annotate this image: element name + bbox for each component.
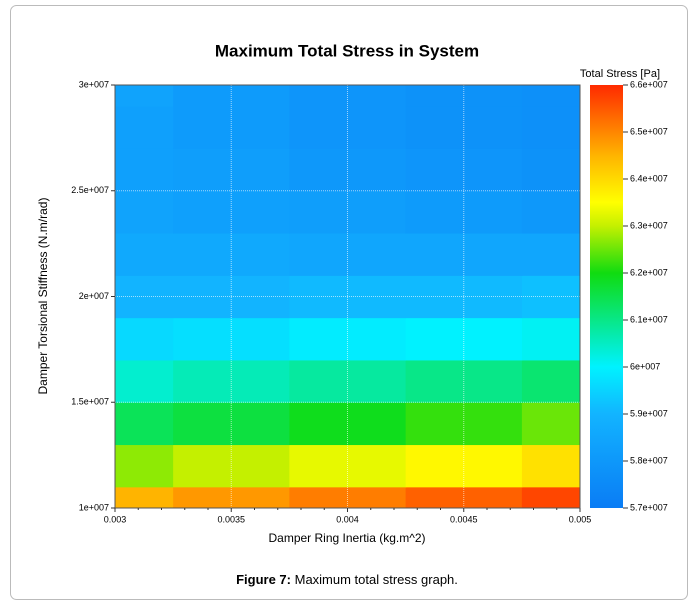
contour-cell (521, 444, 580, 488)
contour-cell (115, 233, 174, 276)
contour-fill (115, 85, 580, 508)
caption-text: Maximum total stress graph. (291, 572, 458, 587)
contour-cell (521, 106, 580, 149)
contour-cell (115, 106, 174, 149)
contour-cell (521, 190, 580, 234)
colorbar-tick-label: 5.9e+007 (630, 408, 668, 418)
contour-cell (115, 444, 174, 488)
colorbar-tick-label: 5.8e+007 (630, 455, 668, 465)
colorbar-tick-label: 6.1e+007 (630, 314, 668, 324)
caption-label: Figure 7: (236, 572, 291, 587)
contour-cell (521, 317, 580, 361)
colorbar-label: Total Stress [Pa] (580, 68, 660, 80)
contour-cell (289, 233, 407, 276)
colorbar-tick-label: 6.3e+007 (630, 220, 668, 230)
contour-cell (115, 85, 174, 107)
colorbar-scale (590, 85, 623, 508)
x-tick-label: 0.003 (104, 514, 127, 524)
x-tick-label: 0.0045 (450, 514, 478, 524)
caption: Figure 7: Maximum total stress graph. (236, 572, 458, 587)
colorbar-tick-label: 6.2e+007 (630, 267, 668, 277)
contour-cell (521, 359, 580, 403)
contour-cell (115, 402, 174, 446)
contour-cell (115, 148, 174, 192)
y-tick-label: 1e+007 (79, 502, 109, 512)
colorbar-tick-label: 5.7e+007 (630, 502, 668, 512)
x-axis-label: Damper Ring Inertia (kg.m^2) (268, 531, 425, 545)
colorbar-tick-label: 6.6e+007 (630, 79, 668, 89)
y-tick-label: 2.5e+007 (71, 185, 109, 195)
colorbar-tick-label: 6.5e+007 (630, 126, 668, 136)
colorbar-tick-label: 6.4e+007 (630, 173, 668, 183)
colorbar: 5.7e+007 5.8e+007 5.9e+007 6e+007 6.1e+007 6.… (590, 79, 668, 512)
y-tick-label: 1.5e+007 (71, 397, 109, 407)
y-tick-label: 3e+007 (79, 79, 109, 89)
contour-cell (173, 233, 290, 276)
contour-cell (521, 233, 580, 276)
contour-cell (521, 85, 580, 107)
x-tick-label: 0.005 (569, 514, 592, 524)
contour-cell (115, 317, 174, 361)
colorbar-tick-label: 6e+007 (630, 361, 660, 371)
contour-cell (521, 148, 580, 192)
x-tick-label: 0.004 (336, 514, 359, 524)
contour-cell (115, 190, 174, 234)
x-tick-label: 0.0035 (217, 514, 245, 524)
axes: 0.003 0.0035 0.004 0.0045 0.005 1e+007 1.5e+00… (71, 79, 591, 524)
contour-cell (115, 359, 174, 403)
contour-cell (521, 486, 580, 508)
contour-cell (405, 233, 523, 276)
chart-title: Maximum Total Stress in System (215, 41, 479, 60)
y-axis-label: Damper Torsional Stiffness (N.m/rad) (36, 198, 50, 395)
y-tick-label: 2e+007 (79, 291, 109, 301)
contour-cell (115, 486, 174, 508)
contour-cell (521, 402, 580, 446)
